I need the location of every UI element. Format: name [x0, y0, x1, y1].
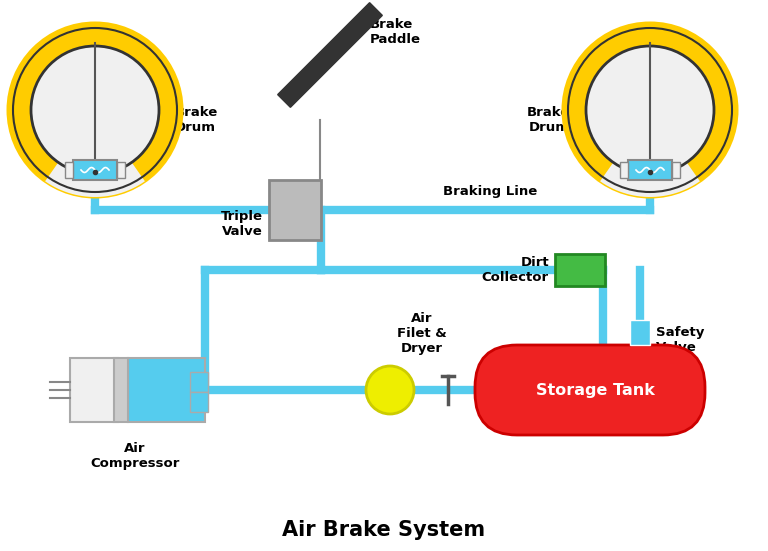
- Text: Braking Line: Braking Line: [443, 185, 537, 198]
- FancyBboxPatch shape: [269, 180, 321, 240]
- FancyBboxPatch shape: [114, 358, 128, 422]
- Text: Brake
Drum: Brake Drum: [527, 106, 570, 134]
- FancyBboxPatch shape: [620, 162, 628, 178]
- FancyBboxPatch shape: [190, 392, 208, 412]
- FancyBboxPatch shape: [630, 320, 650, 345]
- Polygon shape: [600, 110, 700, 197]
- Polygon shape: [45, 110, 145, 197]
- FancyBboxPatch shape: [73, 160, 117, 180]
- Circle shape: [366, 366, 414, 414]
- FancyBboxPatch shape: [128, 358, 205, 422]
- Text: Triple
Valve: Triple Valve: [221, 210, 263, 238]
- Polygon shape: [278, 3, 382, 107]
- Text: Safety
Valve: Safety Valve: [656, 326, 704, 354]
- FancyBboxPatch shape: [672, 162, 680, 178]
- FancyBboxPatch shape: [65, 162, 73, 178]
- FancyBboxPatch shape: [628, 160, 672, 180]
- Circle shape: [568, 28, 732, 192]
- Text: Brake
Drum: Brake Drum: [175, 106, 218, 134]
- Text: Air
Filet &
Dryer: Air Filet & Dryer: [397, 312, 447, 355]
- Text: Air Brake System: Air Brake System: [283, 520, 485, 540]
- FancyBboxPatch shape: [70, 358, 118, 422]
- Circle shape: [31, 46, 159, 174]
- Circle shape: [13, 28, 177, 192]
- Text: Air
Compressor: Air Compressor: [91, 442, 180, 470]
- Text: Storage Tank: Storage Tank: [535, 382, 654, 397]
- FancyBboxPatch shape: [190, 372, 208, 392]
- Text: Brake
Paddle: Brake Paddle: [370, 18, 421, 46]
- FancyBboxPatch shape: [117, 162, 125, 178]
- Circle shape: [586, 46, 714, 174]
- Text: Dirt
Collector: Dirt Collector: [482, 256, 549, 284]
- FancyBboxPatch shape: [555, 254, 605, 286]
- FancyBboxPatch shape: [475, 345, 705, 435]
